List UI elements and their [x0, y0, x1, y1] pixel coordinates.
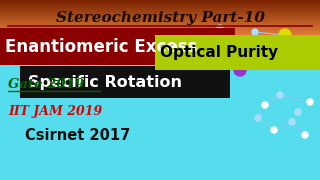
Bar [0, 26, 320, 27]
Bar [0, 13, 320, 14]
Text: Enantiomeric Excess: Enantiomeric Excess [5, 38, 197, 56]
Bar [0, 36, 320, 37]
Text: Csirnet 2017: Csirnet 2017 [25, 127, 130, 143]
Bar [0, 1, 320, 2]
Bar [0, 23, 320, 24]
Bar [0, 25, 320, 26]
Text: Stereochemistry Part-10: Stereochemistry Part-10 [55, 11, 265, 25]
Circle shape [262, 102, 268, 108]
Circle shape [234, 64, 246, 76]
Text: Gate 2019: Gate 2019 [8, 78, 84, 91]
Bar [0, 38, 320, 180]
Circle shape [252, 29, 258, 35]
Bar [0, 2, 320, 3]
Bar [0, 0, 320, 1]
Circle shape [302, 132, 308, 138]
Circle shape [307, 39, 313, 45]
Circle shape [292, 59, 298, 65]
Bar [0, 21, 320, 22]
Circle shape [255, 115, 261, 121]
Bar [0, 30, 320, 31]
Bar [0, 18, 320, 19]
Bar [0, 27, 320, 28]
Circle shape [279, 29, 291, 41]
Text: IIT JAM 2019: IIT JAM 2019 [8, 105, 102, 118]
Bar [0, 14, 320, 15]
Bar [0, 5, 320, 6]
Text: Specific Rotation: Specific Rotation [28, 75, 182, 89]
Bar [0, 31, 320, 32]
Circle shape [295, 109, 301, 115]
Circle shape [271, 127, 277, 133]
Bar [0, 12, 320, 13]
Circle shape [289, 119, 295, 125]
Circle shape [277, 92, 283, 98]
Bar [0, 35, 320, 36]
Bar [0, 32, 320, 33]
Bar [0, 19, 320, 20]
Text: Optical Purity: Optical Purity [160, 46, 278, 60]
Bar [0, 20, 320, 21]
Bar [0, 34, 320, 35]
Bar [0, 29, 320, 30]
Bar [0, 33, 320, 34]
Bar [20, 66, 230, 98]
Bar [0, 6, 320, 7]
Bar [0, 3, 320, 4]
Bar [0, 11, 320, 12]
Bar [0, 24, 320, 25]
Circle shape [267, 47, 273, 53]
Bar [0, 16, 320, 17]
Bar [0, 9, 320, 10]
Bar [155, 35, 320, 70]
Bar [0, 37, 320, 38]
Bar [0, 22, 320, 23]
Bar [0, 15, 320, 16]
Bar [0, 4, 320, 5]
Bar [0, 28, 235, 65]
Circle shape [232, 39, 238, 45]
Bar [0, 7, 320, 8]
Bar [0, 17, 320, 18]
Bar [0, 8, 320, 9]
Circle shape [307, 99, 313, 105]
Circle shape [217, 25, 223, 31]
Bar [0, 28, 320, 29]
Bar [0, 10, 320, 11]
